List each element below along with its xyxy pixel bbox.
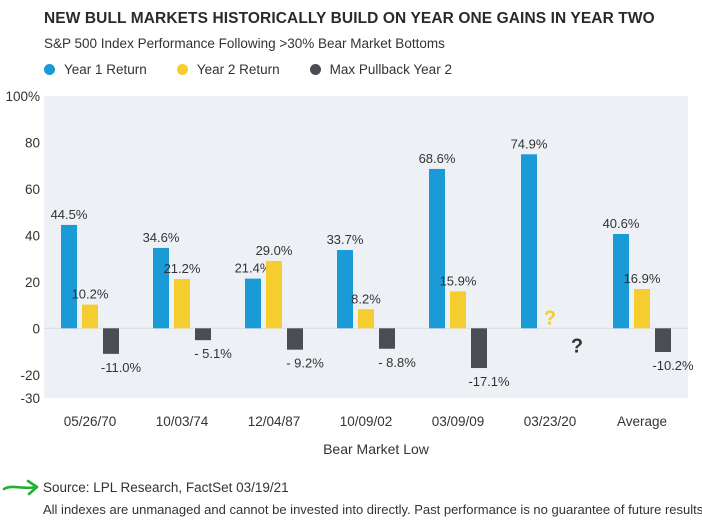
- legend-item-year2: Year 2 Return: [176, 62, 280, 77]
- x-tick-label: 12/04/87: [248, 414, 301, 429]
- unknown-mark-pullback: ?: [571, 335, 583, 357]
- data-label-year1: 44.5%: [51, 207, 88, 222]
- y-tick-label: 20: [25, 275, 40, 290]
- bar-pullback: [103, 328, 119, 354]
- bar-year2: [82, 304, 98, 329]
- legend-swatch-pullback: [309, 64, 321, 75]
- legend-swatch-year1: [44, 64, 55, 75]
- x-tick-label: 10/03/74: [156, 414, 209, 429]
- legend-item-pullback: Max Pullback Year 2: [309, 62, 452, 77]
- unknown-mark-year2: ?: [544, 307, 556, 329]
- data-label-year2: 8.2%: [351, 291, 381, 306]
- bar-pullback: [655, 328, 671, 353]
- legend-swatch-year2: [176, 64, 188, 75]
- data-label-year2: 10.2%: [72, 287, 109, 302]
- bar-year1: [521, 154, 537, 329]
- y-tick-label: 60: [25, 182, 40, 197]
- y-tick-label: -30: [20, 391, 40, 406]
- x-axis-label: Bear Market Low: [323, 441, 430, 457]
- green-arrow-icon: [2, 479, 39, 496]
- data-label-year2: 29.0%: [256, 243, 293, 258]
- bar-pullback: [471, 328, 487, 369]
- data-label-year2: 15.9%: [440, 273, 477, 288]
- bar-year1: [337, 250, 353, 329]
- legend-label-pullback: Max Pullback Year 2: [329, 62, 452, 77]
- x-tick-label: 10/09/02: [340, 414, 393, 429]
- data-label-year1: 74.9%: [511, 136, 548, 151]
- bar-pullback: [379, 328, 395, 349]
- data-label-pullback: - 8.8%: [378, 355, 416, 370]
- legend-item-year1: Year 1 Return: [44, 62, 147, 77]
- y-tick-label: 0: [32, 321, 40, 336]
- x-tick-label: 03/23/20: [524, 414, 577, 429]
- y-tick-label: -20: [20, 368, 40, 383]
- x-tick-label: 05/26/70: [64, 414, 117, 429]
- bar-year2: [450, 291, 466, 329]
- source-note: Source: LPL Research, FactSet 03/19/21: [43, 480, 289, 495]
- data-label-year2: 21.2%: [164, 261, 201, 276]
- bar-year2: [358, 309, 374, 329]
- bar-year1: [61, 224, 77, 329]
- bar-pullback: [195, 328, 211, 341]
- legend-label-year1: Year 1 Return: [64, 62, 147, 77]
- bar-year2: [634, 289, 650, 329]
- y-tick-label: 40: [25, 228, 40, 243]
- data-label-year1: 40.6%: [603, 216, 640, 231]
- legend: Year 1 Return Year 2 Return Max Pullback…: [44, 62, 482, 77]
- data-label-pullback: -17.1%: [468, 374, 510, 389]
- x-tick-label: 03/09/09: [432, 414, 485, 429]
- bar-year1: [245, 278, 261, 329]
- bar-year2: [266, 260, 282, 329]
- chart-subtitle: S&P 500 Index Performance Following >30%…: [44, 36, 445, 51]
- data-label-pullback: - 5.1%: [194, 346, 232, 361]
- y-tick-label: 100%: [5, 89, 40, 104]
- disclaimer-note: All indexes are unmanaged and cannot be …: [43, 502, 702, 517]
- bar-chart: -30 -20 0 20 40 60 80 100% 44.5% 10.2% -11.0% 05/26…: [5, 89, 694, 457]
- data-label-pullback: - 9.2%: [286, 356, 324, 371]
- legend-label-year2: Year 2 Return: [196, 62, 280, 77]
- chart-title: NEW BULL MARKETS HISTORICALLY BUILD ON Y…: [44, 10, 655, 27]
- data-label-year1: 33.7%: [327, 232, 364, 247]
- bar-year1: [613, 233, 629, 329]
- bar-pullback: [287, 328, 303, 350]
- data-label-year1: 68.6%: [419, 151, 456, 166]
- bar-year2: [174, 279, 190, 329]
- data-label-year1: 34.6%: [143, 230, 180, 245]
- plot-area: [44, 96, 688, 398]
- data-label-pullback: -11.0%: [101, 360, 142, 375]
- data-label-pullback: -10.2%: [652, 358, 694, 373]
- x-tick-label: Average: [617, 414, 667, 429]
- data-label-year2: 16.9%: [624, 271, 661, 286]
- data-label-year1: 21.4%: [235, 261, 272, 276]
- bar-year1: [153, 247, 169, 329]
- y-tick-label: 80: [25, 135, 40, 150]
- bar-year1: [429, 168, 445, 329]
